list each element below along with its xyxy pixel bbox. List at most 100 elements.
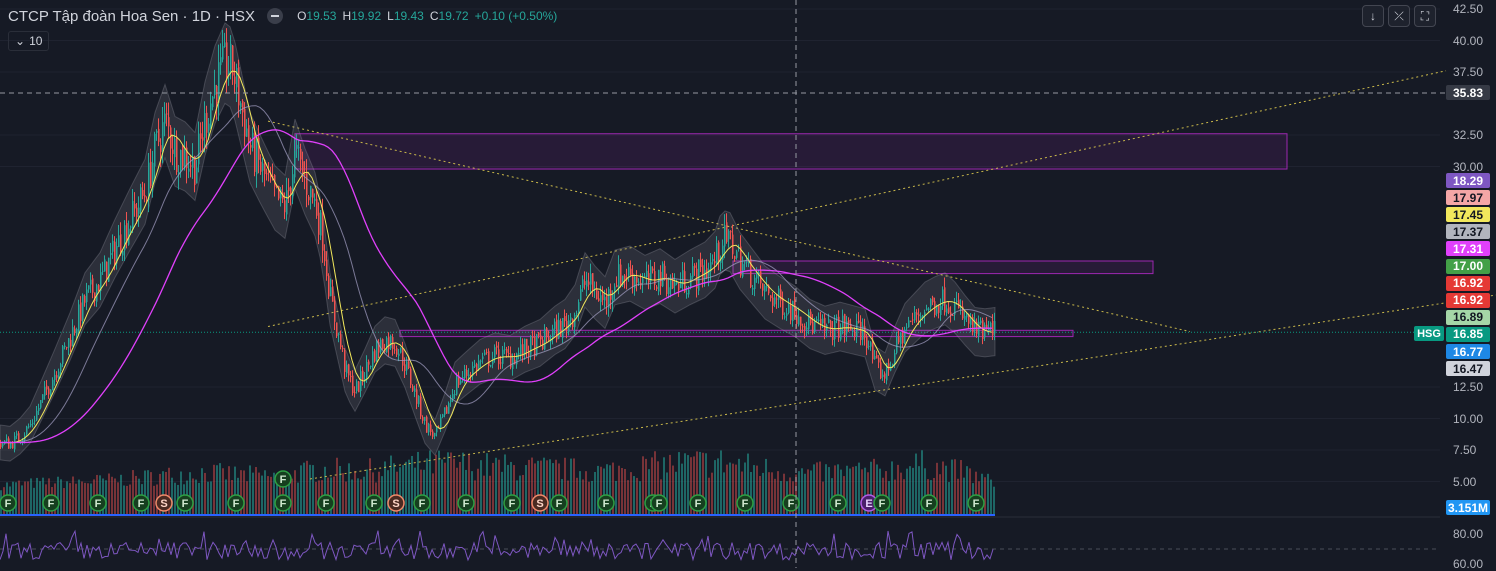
candle-body (212, 96, 214, 108)
indicator-price-label: 17.31 (1446, 241, 1490, 257)
volume-bar (165, 471, 167, 515)
candle-body (548, 336, 550, 341)
volume-bar (447, 452, 449, 515)
candle-body (888, 363, 890, 370)
candle-body (350, 376, 352, 378)
candle-body (974, 319, 976, 331)
candle-body (874, 355, 876, 360)
volume-bar (438, 450, 440, 515)
candle-body (314, 198, 316, 202)
fullscreen-icon[interactable]: ⛶ (1414, 5, 1436, 27)
candle-body (70, 339, 72, 347)
candle-body (988, 327, 990, 331)
candle-body (484, 352, 486, 355)
event-marker-icon (387, 494, 405, 512)
candle-body (872, 340, 874, 360)
candle-body (670, 279, 672, 290)
candle-body (680, 282, 682, 288)
candle-body (712, 258, 714, 262)
candle-body (56, 375, 58, 378)
event-marker-icon (650, 494, 668, 512)
volume-bar (525, 465, 527, 515)
candle-body (908, 320, 910, 328)
volume-bar (966, 466, 968, 515)
candle-body (832, 328, 834, 340)
volume-bar (234, 466, 236, 515)
down-arrow-icon[interactable]: ↓ (1362, 5, 1384, 27)
candle-body (752, 287, 754, 290)
candle-body (710, 262, 712, 272)
volume-bar (147, 470, 149, 515)
candle-body (226, 42, 228, 77)
event-marker-icon (176, 494, 194, 512)
volume-bar (513, 465, 515, 515)
event-marker-label: F (656, 498, 663, 510)
candle-body (634, 276, 636, 289)
volume-bar (747, 453, 749, 515)
candle-body (420, 396, 422, 417)
y-tick-label: 10.00 (1453, 411, 1484, 426)
candle-body (708, 269, 710, 276)
candle-body (802, 326, 804, 328)
volume-bar (960, 460, 962, 515)
volume-bar (30, 478, 32, 515)
volume-bar (858, 462, 860, 515)
volume-bar (426, 458, 428, 515)
volume-bar (297, 482, 299, 515)
candle-body (32, 422, 34, 424)
volume-bar (507, 464, 509, 515)
event-marker-label: F (879, 498, 886, 510)
candle-body (300, 148, 302, 160)
volume-bar (33, 487, 35, 515)
candle-body (124, 225, 126, 251)
candle-body (716, 243, 718, 264)
volume-bar (273, 472, 275, 515)
volume-bar (267, 476, 269, 515)
candle-body (792, 300, 794, 322)
volume-bar (828, 467, 830, 515)
candle-body (118, 235, 120, 247)
indicators-toggle[interactable]: ⌄ 10 (8, 31, 50, 51)
candle-body (508, 352, 510, 354)
candle-body (352, 375, 354, 394)
collapse-icon[interactable]: ⤫ (1388, 5, 1410, 27)
candle-body (672, 277, 674, 289)
candle-body (958, 299, 960, 309)
candle-body (822, 318, 824, 324)
candle-body (42, 394, 44, 400)
volume-bar (522, 474, 524, 515)
candle-body (110, 253, 112, 256)
symbol-title[interactable]: CTCP Tập đoàn Hoa Sen · 1D · HSX (8, 7, 256, 25)
indicator-price-label: 17.00 (1446, 258, 1490, 274)
indicator-price-label: 16.92 (1446, 292, 1490, 308)
candle-body (654, 271, 656, 285)
candle-body (562, 317, 564, 338)
candle-body (430, 424, 432, 432)
candle-body (290, 187, 292, 194)
candle-body (858, 320, 860, 323)
volume-bar (366, 469, 368, 515)
volume-bar (228, 466, 230, 515)
candle-body (40, 399, 42, 408)
volume-bar (648, 469, 650, 515)
candle-body (598, 298, 600, 301)
volume-bar (27, 481, 29, 515)
candle-body (432, 431, 434, 437)
volume-bar (981, 473, 983, 515)
volume-bar (510, 461, 512, 515)
candle-body (278, 185, 280, 199)
candle-body (644, 275, 646, 277)
volume-bar (582, 479, 584, 515)
collapse-legend-icon[interactable] (267, 8, 284, 24)
candle-body (536, 334, 538, 356)
event-marker-icon (227, 494, 245, 512)
volume-bar (318, 480, 320, 515)
candle-body (674, 282, 676, 286)
candle-body (820, 318, 822, 325)
candle-body (614, 286, 616, 293)
volume-bar (192, 478, 194, 515)
candle-body (632, 273, 634, 286)
volume-bar (468, 453, 470, 515)
candle-body (184, 150, 186, 169)
